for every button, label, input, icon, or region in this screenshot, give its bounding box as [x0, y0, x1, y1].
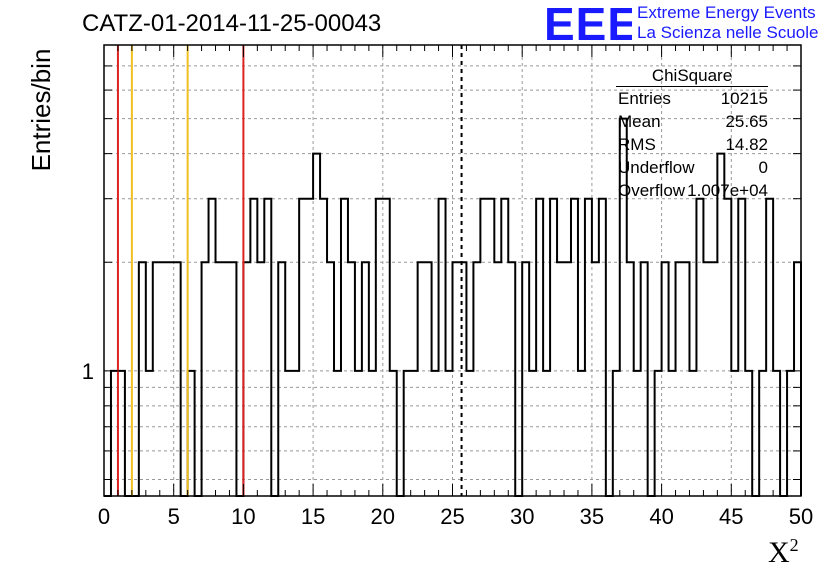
x-tick-label: 45 [719, 504, 743, 529]
logo-line-1: Extreme Energy Events [637, 3, 816, 22]
stats-row-entries: Entries 10215 [612, 89, 772, 112]
x-tick-label: 25 [440, 504, 464, 529]
x-axis-label: X2 [768, 535, 799, 570]
stats-box: ChiSquare Entries 10215 Mean 25.65 RMS 1… [612, 66, 772, 204]
stats-row-overflow: Overflow 1.007e+04 [612, 181, 772, 204]
stats-key: Underflow [618, 158, 695, 177]
x-axis-label-sup: 2 [789, 535, 799, 555]
stats-value: 14.82 [725, 135, 768, 154]
y-tick-label: 1 [82, 359, 94, 384]
logo-line-2: La Scienza nelle Scuole [637, 23, 819, 42]
stats-key: Overflow [618, 181, 686, 200]
stats-title: ChiSquare [616, 66, 768, 87]
stats-row-rms: RMS 14.82 [612, 135, 772, 158]
x-axis-label-base: X [768, 536, 790, 569]
stats-row-mean: Mean 25.65 [612, 112, 772, 135]
stats-value: 0 [758, 158, 768, 177]
x-tick-label: 20 [371, 504, 395, 529]
stats-value: 25.65 [725, 112, 768, 131]
x-tick-label: 30 [510, 504, 534, 529]
x-tick-label: 50 [789, 504, 813, 529]
x-tick-label: 5 [168, 504, 180, 529]
histogram-line [104, 117, 802, 497]
x-tick-label: 0 [98, 504, 110, 529]
x-tick-label: 15 [301, 504, 325, 529]
stats-value: 1.007e+04 [687, 181, 768, 200]
x-tick-label: 40 [649, 504, 673, 529]
x-tick-label: 10 [231, 504, 255, 529]
stats-key: Mean [618, 112, 661, 131]
stats-value: 10215 [720, 89, 768, 108]
stats-key: Entries [618, 89, 671, 108]
stats-key: RMS [618, 135, 656, 154]
chart-title: CATZ-01-2014-11-25-00043 [82, 10, 382, 37]
eee-logo: EEE [544, 0, 632, 46]
x-tick-label: 35 [580, 504, 604, 529]
stats-row-underflow: Underflow 0 [612, 158, 772, 181]
logo-mark-text: EEE [544, 0, 632, 46]
